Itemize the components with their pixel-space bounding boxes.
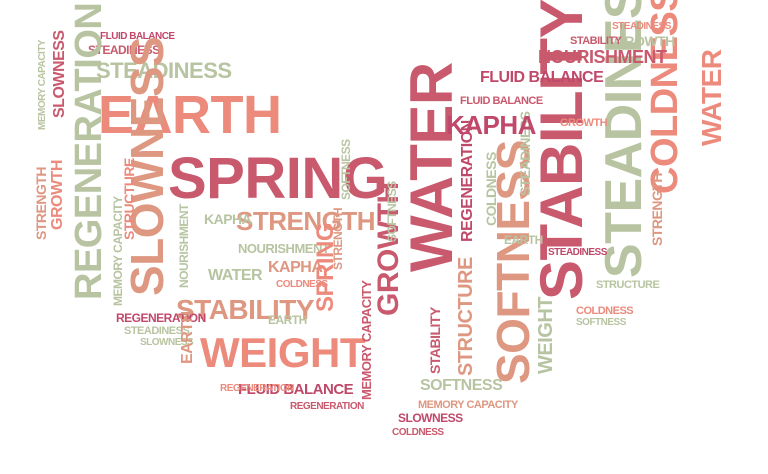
word-coldness: COLDNESS bbox=[276, 279, 328, 290]
word-spring: SPRING bbox=[168, 146, 388, 211]
word-fluid-balance-right: FLUID BALANCE bbox=[480, 69, 604, 86]
word-earth-vertical: EARTH bbox=[179, 311, 196, 364]
word-steadiness: STEADINESS bbox=[96, 58, 232, 83]
word-earth: EARTH bbox=[98, 85, 282, 145]
word-kapha-2: KAPHA bbox=[268, 259, 323, 276]
word-earth-small: EARTH bbox=[268, 313, 307, 327]
word-water-vertical: WATER bbox=[398, 62, 465, 272]
word-regeneration-vertical: REGENERATION bbox=[68, 2, 110, 300]
word-regeneration-3: REGENERATION bbox=[290, 401, 364, 412]
word-growth-vertical: GROWTH bbox=[49, 160, 66, 230]
word-steadiness-3: STEADINESS bbox=[124, 325, 190, 337]
word-fluid-balance-right-2: FLUID BALANCE bbox=[460, 95, 543, 107]
word-kapha-right: KAPHA bbox=[446, 110, 536, 140]
word-water-vertical-2: WATER bbox=[696, 49, 727, 146]
word-stability-vertical-2: STABILITY bbox=[427, 307, 443, 374]
word-strength-vertical-3: STRENGTH bbox=[649, 173, 665, 246]
word-softness-vertical-3: SOFTNESS bbox=[385, 181, 399, 242]
word-steadiness-small: STEADINESS bbox=[88, 43, 160, 57]
word-strength: STRENGTH bbox=[236, 206, 376, 236]
word-nourishment-right: NOURISHMENT bbox=[538, 47, 667, 67]
word-steadiness-right-2: STEADINESS bbox=[548, 247, 607, 258]
word-softness-right-2: SOFTNESS bbox=[576, 317, 626, 328]
word-memory-vertical-3: MEMORY CAPACITY bbox=[359, 280, 374, 400]
word-earth-right: EARTH bbox=[504, 233, 543, 247]
word-structure-vertical-2: STRUCTURE bbox=[455, 257, 477, 376]
word-nourishment: NOURISHMENT bbox=[238, 241, 330, 256]
word-fluid-balance: FLUID BALANCE bbox=[100, 31, 175, 42]
word-memory-right: MEMORY CAPACITY bbox=[418, 399, 518, 411]
word-coldness-vertical-2: COLDNESS bbox=[483, 152, 499, 226]
word-coldness-right-2: COLDNESS bbox=[576, 305, 634, 317]
word-memory-vertical-2: MEMORY CAPACITY bbox=[111, 196, 125, 306]
word-weight-vertical: WEIGHT bbox=[535, 297, 557, 374]
word-slowness-small: SLOWNESS bbox=[140, 337, 194, 348]
word-softness-right: SOFTNESS bbox=[420, 377, 503, 394]
word-strength-vertical-2: STRENGTH bbox=[331, 208, 345, 270]
word-regeneration-2: REGENERATION bbox=[220, 383, 294, 394]
word-growth-right-2: GROWTH bbox=[560, 117, 608, 129]
word-stability-right: STABILITY bbox=[570, 35, 622, 47]
word-fluid-balance-2: FLUID BALANCE bbox=[238, 381, 354, 398]
word-softness-vertical: SOFTNESS bbox=[339, 139, 353, 200]
word-coldness-right: COLDNESS bbox=[392, 427, 444, 438]
word-regeneration: REGENERATION bbox=[116, 311, 206, 325]
word-kapha: KAPHA bbox=[204, 211, 252, 227]
word-memory-vertical: MEMORY CAPACITY bbox=[37, 39, 48, 130]
word-steadiness-right: STEADINESS bbox=[612, 21, 671, 32]
word-nourishment-vertical: NOURISHMENT bbox=[177, 204, 191, 288]
word-slowness-vertical-2: SLOWNESS bbox=[51, 30, 68, 118]
word-strength-vertical: STRENGTH bbox=[33, 167, 49, 240]
word-growth-right: GROWTH bbox=[614, 33, 675, 49]
word-slowness-right: SLOWNESS bbox=[398, 411, 463, 425]
word-weight: WEIGHT bbox=[200, 329, 365, 376]
word-stability: STABILITY bbox=[176, 294, 315, 325]
word-water: WATER bbox=[208, 267, 263, 284]
word-structure-right: STRUCTURE bbox=[596, 279, 660, 291]
